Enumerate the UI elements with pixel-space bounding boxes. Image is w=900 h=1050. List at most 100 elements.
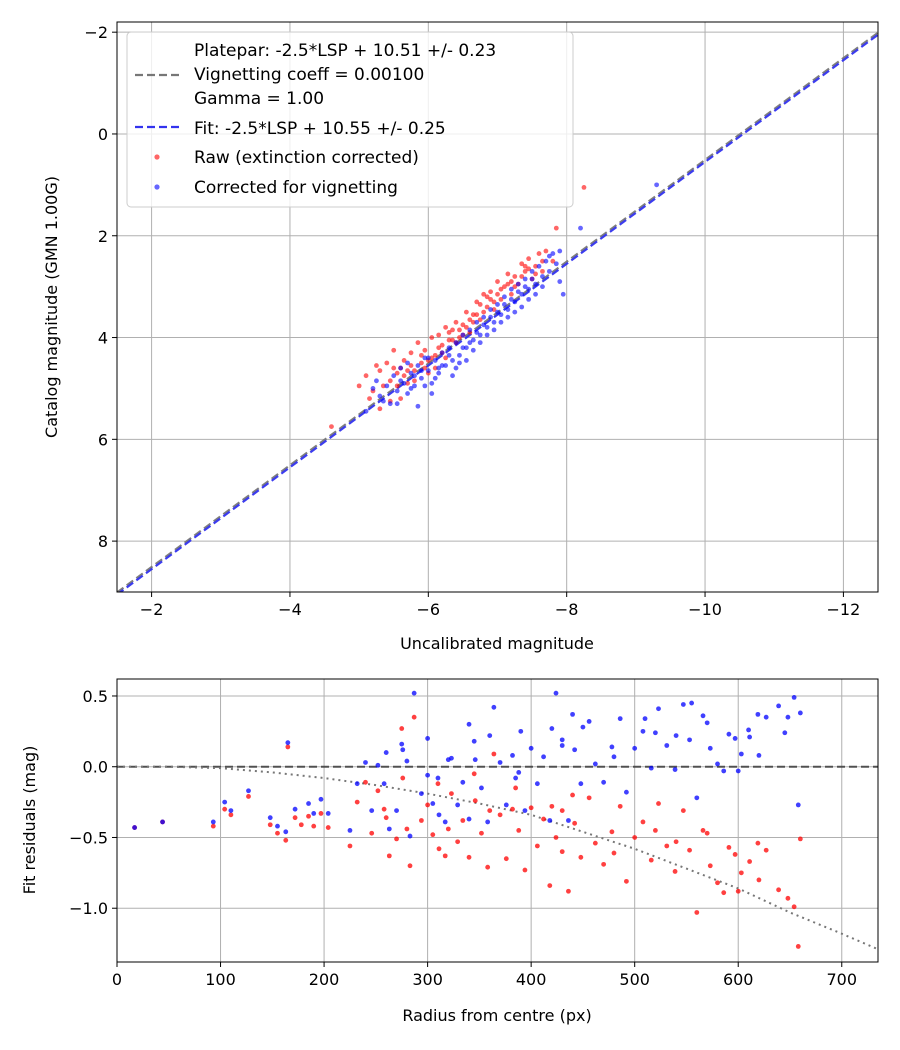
corrected-for-vignetting-point bbox=[398, 378, 404, 384]
corrected-for-vignetting-point bbox=[505, 314, 511, 320]
legend-label-platepar: Platepar: -2.5*LSP + 10.51 +/- 0.23 bbox=[194, 41, 496, 61]
raw-extinction-corrected-point bbox=[283, 837, 289, 843]
raw-extinction-corrected-point bbox=[785, 895, 791, 901]
top-y-tick-label: 6 bbox=[98, 430, 108, 449]
raw-extinction-corrected-point bbox=[721, 890, 727, 896]
corrected-for-vignetting-point bbox=[425, 355, 431, 361]
raw-extinction-corrected-point bbox=[407, 863, 413, 869]
corrected-for-vignetting-point bbox=[405, 391, 410, 396]
corrected-for-vignetting-series bbox=[363, 182, 660, 414]
raw-extinction-corrected-point bbox=[505, 281, 511, 287]
bottom-x-tick-label: 700 bbox=[826, 970, 857, 989]
corrected-for-vignetting-point bbox=[160, 819, 165, 825]
raw-extinction-corrected-point bbox=[457, 335, 462, 340]
raw-extinction-corrected-point bbox=[445, 826, 451, 832]
corrected-for-vignetting-point bbox=[228, 808, 234, 813]
raw-extinction-corrected-point bbox=[450, 327, 455, 333]
raw-extinction-corrected-point bbox=[632, 835, 638, 840]
bottom-reference-lines bbox=[117, 765, 878, 951]
corrected-for-vignetting-point bbox=[405, 360, 410, 366]
raw-extinction-corrected-point bbox=[553, 225, 559, 231]
corrected-for-vignetting-point bbox=[529, 276, 535, 282]
corrected-for-vignetting-point bbox=[477, 340, 483, 346]
corrected-for-vignetting-point bbox=[460, 345, 466, 351]
raw-extinction-corrected-point bbox=[534, 843, 540, 849]
raw-extinction-corrected-point bbox=[325, 825, 331, 830]
raw-extinction-corrected-point bbox=[513, 785, 519, 791]
corrected-for-vignetting-point bbox=[609, 744, 615, 750]
corrected-for-vignetting-point bbox=[664, 743, 670, 748]
legend-marker-raw bbox=[154, 154, 160, 160]
corrected-for-vignetting-point bbox=[694, 795, 700, 801]
raw-extinction-corrected-point bbox=[528, 805, 534, 811]
corrected-for-vignetting-point bbox=[632, 745, 638, 751]
corrected-for-vignetting-point bbox=[450, 358, 455, 363]
raw-extinction-corrected-point bbox=[611, 850, 617, 856]
raw-extinction-corrected-point bbox=[704, 830, 710, 836]
raw-extinction-corrected-point bbox=[449, 791, 454, 797]
raw-extinction-corrected-point bbox=[488, 289, 493, 295]
corrected-for-vignetting-point bbox=[484, 332, 490, 338]
corrected-for-vignetting-point bbox=[528, 745, 534, 751]
corrected-for-vignetting-point bbox=[318, 796, 324, 802]
corrected-for-vignetting-point bbox=[132, 825, 138, 830]
corrected-for-vignetting-point bbox=[756, 753, 762, 758]
corrected-for-vignetting-point bbox=[505, 307, 511, 312]
raw-extinction-corrected-point bbox=[522, 263, 528, 269]
corrected-for-vignetting-point bbox=[721, 768, 727, 774]
corrected-for-vignetting-point bbox=[369, 808, 375, 813]
raw-extinction-corrected-point bbox=[354, 799, 360, 805]
raw-extinction-corrected-point bbox=[566, 888, 571, 894]
raw-extinction-corrected-point bbox=[503, 856, 509, 862]
raw-extinction-corrected-point bbox=[481, 291, 487, 297]
corrected-for-vignetting-point bbox=[654, 182, 660, 188]
corrected-for-vignetting-point bbox=[785, 714, 791, 720]
raw-extinction-corrected-point bbox=[491, 307, 497, 312]
corrected-for-vignetting-point bbox=[484, 324, 490, 330]
raw-extinction-corrected-point bbox=[412, 368, 417, 374]
raw-extinction-corrected-point bbox=[672, 869, 678, 874]
raw-extinction-corrected-point bbox=[446, 337, 452, 343]
corrected-for-vignetting-point bbox=[508, 296, 514, 302]
raw-extinction-corrected-point bbox=[399, 726, 405, 731]
corrected-for-vignetting-point bbox=[572, 747, 578, 753]
raw-extinction-corrected-point bbox=[246, 794, 251, 799]
raw-extinction-corrected-point bbox=[375, 788, 381, 794]
corrected-for-vignetting-point bbox=[463, 345, 469, 351]
corrected-for-vignetting-point bbox=[354, 781, 360, 787]
corrected-for-vignetting-point bbox=[394, 401, 400, 407]
top-plot-content bbox=[117, 31, 878, 592]
corrected-for-vignetting-point bbox=[487, 733, 493, 738]
raw-extinction-corrected-point bbox=[652, 828, 658, 833]
corrected-for-vignetting-point bbox=[526, 296, 532, 302]
raw-extinction-corrected-point bbox=[453, 319, 459, 325]
corrected-for-vignetting-point bbox=[375, 762, 381, 768]
corrected-for-vignetting-point bbox=[715, 761, 720, 767]
raw-extinction-corrected-point bbox=[512, 274, 518, 279]
corrected-for-vignetting-point bbox=[536, 263, 542, 269]
raw-extinction-corrected-point bbox=[318, 811, 324, 816]
corrected-for-vignetting-point bbox=[422, 355, 428, 361]
raw-extinction-corrected-point bbox=[415, 340, 421, 346]
corrected-for-vignetting-point bbox=[700, 713, 706, 719]
corrected-for-vignetting-point bbox=[559, 737, 565, 743]
corrected-for-vignetting-point bbox=[415, 363, 421, 368]
corrected-for-vignetting-point bbox=[453, 340, 459, 346]
corrected-for-vignetting-point bbox=[275, 823, 280, 829]
raw-extinction-corrected-point bbox=[298, 822, 304, 828]
corrected-for-vignetting-point bbox=[400, 747, 406, 753]
raw-extinction-corrected-point bbox=[516, 828, 522, 833]
corrected-for-vignetting-point bbox=[534, 781, 540, 787]
legend-label-vignetting: Vignetting coeff = 0.00100 bbox=[194, 65, 424, 85]
bottom-x-tick-label: 0 bbox=[112, 970, 122, 989]
corrected-for-vignetting-point bbox=[578, 225, 583, 231]
bottom-x-tick-label: 100 bbox=[205, 970, 236, 989]
raw-extinction-corrected-point bbox=[446, 330, 452, 335]
top-x-tick-label: −12 bbox=[827, 600, 861, 619]
raw-extinction-corrected-point bbox=[617, 803, 623, 809]
corrected-for-vignetting-point bbox=[689, 700, 695, 706]
corrected-for-vignetting-point bbox=[436, 365, 442, 371]
corrected-for-vignetting-point bbox=[467, 340, 473, 346]
bottom-y-axis-label: Fit residuals (mag) bbox=[20, 746, 39, 895]
bottom-series bbox=[132, 690, 803, 949]
